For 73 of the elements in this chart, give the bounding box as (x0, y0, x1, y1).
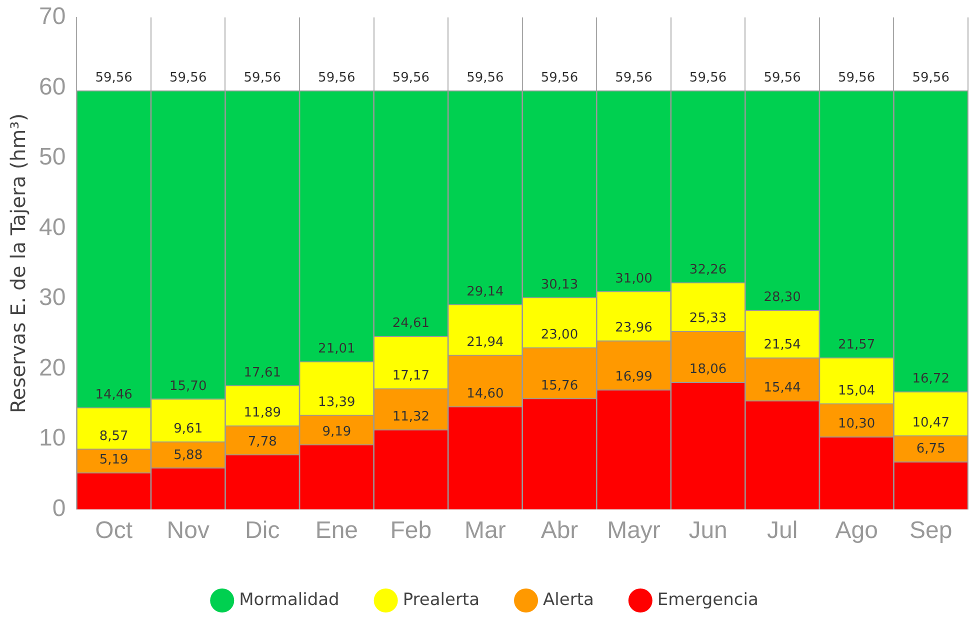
annotation: 5,88 (174, 448, 203, 463)
annotation: 32,26 (689, 262, 727, 278)
x-tick-label: Mayr (607, 517, 660, 544)
annotation: 6,75 (916, 442, 946, 457)
annotation: 23,00 (540, 327, 578, 342)
annotation: 14,46 (95, 387, 132, 402)
x-tick-label: Ene (315, 517, 358, 544)
legend-label: Alerta (543, 590, 594, 610)
annotation: 59,56 (95, 70, 132, 86)
x-tick-label: Jun (688, 517, 728, 544)
y-tick-label: 40 (38, 214, 66, 241)
x-tick-label: Nov (166, 517, 210, 544)
y-tick-label: 60 (38, 73, 66, 100)
y-tick-label: 30 (38, 284, 66, 312)
y-tick-label: 0 (52, 494, 66, 522)
annotation: 59,56 (764, 70, 801, 86)
annotation: 17,17 (392, 368, 430, 384)
annotation: 15,76 (540, 378, 578, 394)
legend-label: Mormalidad (239, 590, 340, 610)
annotation: 59,56 (540, 70, 578, 86)
annotation: 16,72 (912, 372, 950, 387)
y-axis-title: Reservas E. de la Tajera (hm³) (6, 113, 30, 414)
annotation: 10,30 (838, 416, 876, 432)
annotation: 16,99 (615, 370, 652, 385)
x-tick-label: Sep (910, 517, 952, 544)
legend-label: Emergencia (657, 590, 758, 610)
annotation: 59,56 (466, 70, 504, 86)
y-tick-label: 10 (38, 424, 66, 452)
annotation: 29,14 (466, 284, 504, 300)
annotation: 10,47 (912, 416, 950, 431)
x-tick-label: Oct (95, 517, 133, 544)
annotation: 17,61 (244, 365, 281, 380)
annotation: 21,54 (764, 338, 801, 353)
annotation: 15,44 (764, 380, 801, 396)
annotation: 21,94 (466, 334, 504, 350)
annotation: 21,57 (838, 338, 876, 353)
annotation: 14,60 (466, 386, 504, 402)
annotation: 11,89 (244, 406, 281, 421)
annotation: 59,56 (912, 70, 950, 86)
x-tick-label: Abr (540, 517, 578, 544)
annotation: 59,56 (318, 70, 356, 86)
annotation: 59,56 (170, 70, 207, 86)
annotation: 25,33 (689, 311, 727, 326)
annotation: 5,19 (99, 452, 128, 468)
annotation: 59,56 (244, 70, 281, 86)
y-tick-label: 20 (38, 354, 66, 382)
annotation: 8,57 (99, 428, 128, 444)
annotation: 24,61 (392, 316, 430, 332)
annotation: 59,56 (392, 70, 430, 86)
annotation: 31,00 (615, 271, 652, 286)
annotation: 13,39 (318, 395, 356, 410)
annotation: 28,30 (764, 290, 801, 306)
annotation: 30,13 (540, 277, 578, 292)
annotation: 59,56 (689, 70, 727, 86)
annotation: 59,56 (838, 70, 876, 86)
annotation: 9,19 (322, 424, 352, 440)
annotation: 23,96 (615, 320, 652, 336)
y-tick-label: 50 (38, 144, 66, 171)
x-tick-label: Jul (766, 517, 798, 544)
annotation: 7,78 (248, 434, 277, 450)
annotation: 21,01 (318, 341, 356, 356)
annotation: 15,70 (170, 378, 207, 394)
y-tick-label: 70 (38, 3, 66, 30)
x-tick-label: Feb (390, 517, 432, 544)
x-tick-label: Ago (835, 517, 878, 544)
annotation: 59,56 (615, 70, 652, 86)
x-tick-label: Mar (464, 517, 506, 544)
annotation: 15,04 (838, 383, 876, 398)
annotation: 18,06 (689, 362, 727, 378)
annotation: 11,32 (392, 410, 430, 425)
annotation: 9,61 (174, 422, 203, 437)
legend-label: Prealerta (402, 590, 480, 610)
x-tick-label: Dic (245, 517, 280, 544)
